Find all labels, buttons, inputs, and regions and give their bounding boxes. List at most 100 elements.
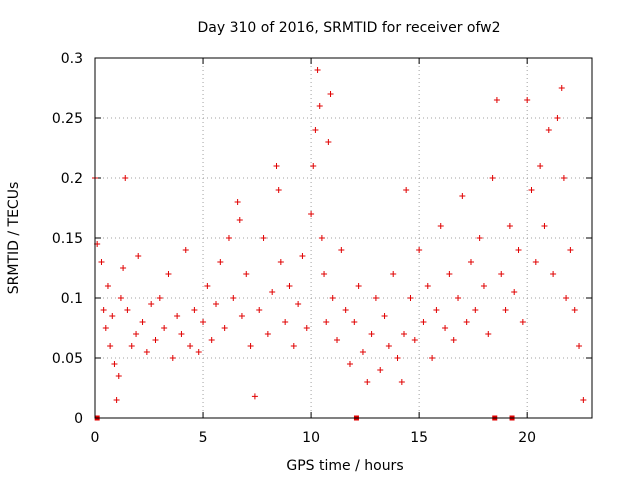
y-axis-label: SRMTID / TECUs bbox=[6, 182, 22, 295]
data-point bbox=[282, 319, 289, 325]
data-point bbox=[323, 319, 330, 325]
data-point bbox=[260, 235, 267, 241]
data-point bbox=[264, 331, 271, 337]
plot-frame bbox=[94, 57, 593, 419]
data-point bbox=[485, 331, 492, 337]
data-point bbox=[571, 307, 578, 313]
data-point bbox=[567, 247, 574, 253]
data-point bbox=[502, 307, 509, 313]
y-tick-label: 0 bbox=[74, 411, 83, 427]
data-point bbox=[558, 85, 565, 91]
data-point bbox=[135, 253, 142, 259]
data-point bbox=[550, 271, 557, 277]
data-point bbox=[368, 331, 375, 337]
y-tick-label: 0.2 bbox=[61, 171, 83, 187]
data-point bbox=[429, 355, 436, 361]
data-point bbox=[221, 325, 228, 331]
x-tick-label: 15 bbox=[410, 430, 428, 446]
data-point bbox=[446, 271, 453, 277]
x-axis-label: GPS time / hours bbox=[286, 458, 403, 474]
data-point bbox=[178, 331, 185, 337]
data-point bbox=[122, 175, 129, 181]
x-tick-label: 10 bbox=[302, 430, 320, 446]
data-point bbox=[401, 331, 408, 337]
axis-ticks: 0 5 10 15 20 0 0.05 0.1 0.15 0.2 0.25 0.3 bbox=[52, 51, 592, 446]
data-point bbox=[372, 295, 379, 301]
data-point bbox=[442, 325, 449, 331]
data-point bbox=[560, 175, 567, 181]
y-tick-label: 0.1 bbox=[61, 291, 83, 307]
data-point bbox=[120, 265, 127, 271]
data-point bbox=[545, 127, 552, 133]
y-tick-label: 0.15 bbox=[52, 231, 83, 247]
data-point bbox=[310, 163, 317, 169]
data-point bbox=[316, 103, 323, 109]
data-point bbox=[104, 283, 111, 289]
data-point bbox=[329, 295, 336, 301]
data-point bbox=[238, 313, 245, 319]
y-tick-label: 0.05 bbox=[52, 351, 83, 367]
data-point bbox=[554, 115, 561, 121]
data-point bbox=[377, 367, 384, 373]
data-point bbox=[537, 163, 544, 169]
data-point bbox=[528, 187, 535, 193]
data-point bbox=[314, 67, 321, 73]
data-point bbox=[480, 283, 487, 289]
data-point bbox=[174, 313, 181, 319]
data-point bbox=[273, 163, 280, 169]
data-point bbox=[355, 283, 362, 289]
data-point bbox=[243, 271, 250, 277]
data-point bbox=[580, 397, 587, 403]
data-point bbox=[493, 97, 500, 103]
data-point bbox=[467, 259, 474, 265]
data-point bbox=[200, 319, 207, 325]
data-point bbox=[459, 193, 466, 199]
data-point bbox=[450, 337, 457, 343]
data-point bbox=[217, 259, 224, 265]
data-point bbox=[390, 271, 397, 277]
data-point bbox=[98, 259, 105, 265]
data-point bbox=[139, 319, 146, 325]
y-tick-label: 0.25 bbox=[52, 111, 83, 127]
x-tick-label: 20 bbox=[518, 430, 536, 446]
data-point bbox=[195, 349, 202, 355]
data-points bbox=[92, 67, 587, 403]
data-point bbox=[506, 223, 513, 229]
data-point bbox=[325, 139, 332, 145]
data-point bbox=[519, 319, 526, 325]
data-point bbox=[111, 361, 118, 367]
data-point bbox=[128, 343, 135, 349]
data-point bbox=[113, 397, 120, 403]
data-point bbox=[213, 301, 220, 307]
data-point bbox=[327, 91, 334, 97]
data-point bbox=[143, 349, 150, 355]
data-point bbox=[275, 187, 282, 193]
data-point bbox=[342, 307, 349, 313]
data-point bbox=[403, 187, 410, 193]
data-point bbox=[318, 235, 325, 241]
data-point bbox=[455, 295, 462, 301]
data-point bbox=[208, 337, 215, 343]
data-point bbox=[295, 301, 302, 307]
data-point bbox=[394, 355, 401, 361]
data-point bbox=[364, 379, 371, 385]
x-tick-label: 5 bbox=[199, 430, 208, 446]
data-point bbox=[124, 307, 131, 313]
data-point bbox=[133, 331, 140, 337]
data-point bbox=[247, 343, 254, 349]
data-point bbox=[385, 343, 392, 349]
chart-title: Day 310 of 2016, SRMTID for receiver ofw… bbox=[197, 20, 500, 36]
data-point bbox=[236, 217, 243, 223]
data-point bbox=[191, 307, 198, 313]
data-point bbox=[398, 379, 405, 385]
data-point bbox=[424, 283, 431, 289]
data-point bbox=[277, 259, 284, 265]
data-point bbox=[338, 247, 345, 253]
data-point bbox=[169, 355, 176, 361]
data-point bbox=[256, 307, 263, 313]
data-point bbox=[308, 211, 315, 217]
data-point bbox=[433, 307, 440, 313]
data-point bbox=[269, 289, 276, 295]
data-point bbox=[321, 271, 328, 277]
